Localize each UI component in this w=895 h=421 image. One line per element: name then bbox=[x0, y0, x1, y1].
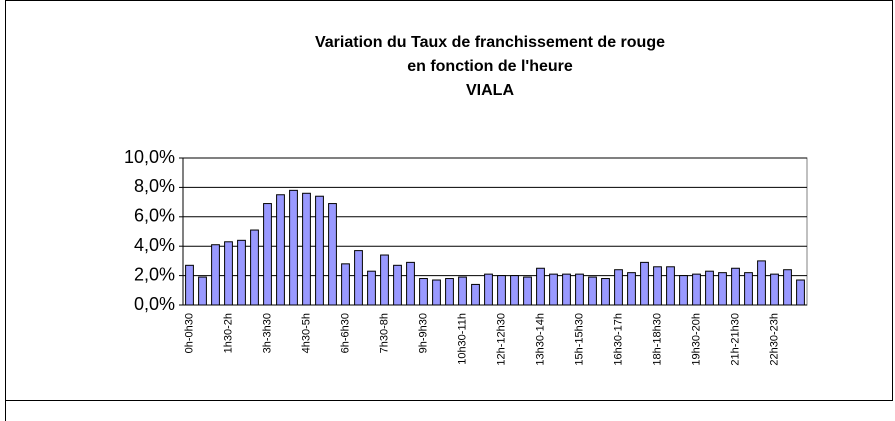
bar bbox=[380, 254, 389, 306]
bar bbox=[562, 273, 571, 306]
x-tick-label: 21h-21h30 bbox=[729, 313, 741, 366]
bar bbox=[185, 264, 194, 306]
bar bbox=[471, 283, 480, 306]
bar bbox=[302, 192, 311, 306]
bar bbox=[575, 273, 584, 306]
x-tick-label: 15h-15h30 bbox=[573, 313, 585, 366]
x-tick-label: 19h30-20h bbox=[690, 313, 702, 366]
bar bbox=[341, 263, 350, 306]
bar bbox=[796, 279, 805, 306]
x-tick-label: 13h30-14h bbox=[534, 313, 546, 366]
bar bbox=[367, 270, 376, 306]
bar bbox=[601, 278, 610, 306]
x-tick-label: 9h-9h30 bbox=[417, 313, 429, 353]
bar bbox=[354, 250, 363, 306]
plot-area bbox=[182, 157, 808, 306]
bar bbox=[653, 266, 662, 306]
bar bbox=[250, 229, 259, 306]
x-tick-label: 22h30-23h bbox=[768, 313, 780, 366]
bar bbox=[679, 275, 688, 306]
x-tick-label: 6h-6h30 bbox=[339, 313, 351, 353]
bar bbox=[393, 264, 402, 306]
bar bbox=[445, 278, 454, 306]
bar bbox=[198, 276, 207, 306]
bar bbox=[237, 239, 246, 306]
bar bbox=[640, 261, 649, 306]
x-tick-label: 10h30-11h bbox=[456, 313, 468, 365]
y-tick-label: 8,0% bbox=[134, 176, 175, 196]
x-tick-label: 1h30-2h bbox=[222, 313, 234, 353]
bar bbox=[705, 270, 714, 306]
bar bbox=[666, 266, 675, 306]
bar bbox=[263, 203, 272, 306]
x-tick-label: 12h-12h30 bbox=[495, 313, 507, 366]
bar bbox=[757, 260, 766, 306]
x-tick-label: 0h-0h30 bbox=[183, 313, 195, 353]
bar bbox=[744, 272, 753, 306]
y-tick-label: 6,0% bbox=[134, 206, 175, 226]
x-tick-label: 7h30-8h bbox=[378, 313, 390, 353]
bar bbox=[289, 189, 298, 306]
bar bbox=[276, 194, 285, 306]
bar bbox=[458, 276, 467, 306]
bar bbox=[627, 272, 636, 306]
bar bbox=[523, 276, 532, 306]
chart-title: en fonction de l'heure bbox=[407, 58, 573, 75]
bar bbox=[549, 273, 558, 306]
x-tick-label: 4h30-5h bbox=[300, 313, 312, 353]
bar bbox=[731, 267, 740, 306]
bar bbox=[419, 278, 428, 306]
y-tick-label: 10,0% bbox=[124, 147, 175, 167]
bar bbox=[224, 241, 233, 306]
bar bbox=[484, 273, 493, 306]
y-tick-label: 4,0% bbox=[134, 235, 175, 255]
bar bbox=[406, 261, 415, 306]
bar bbox=[315, 195, 324, 306]
bar bbox=[614, 269, 623, 306]
bar bbox=[497, 275, 506, 306]
bar bbox=[510, 275, 519, 306]
bar bbox=[770, 273, 779, 306]
x-tick-label: 16h30-17h bbox=[612, 313, 624, 366]
chart-title: Variation du Taux de franchissement de r… bbox=[315, 34, 665, 51]
bar bbox=[783, 269, 792, 306]
y-tick-label: 2,0% bbox=[134, 264, 175, 284]
bar bbox=[432, 279, 441, 306]
bar bbox=[588, 276, 597, 306]
bar bbox=[211, 244, 220, 306]
y-tick-label: 0,0% bbox=[134, 294, 175, 314]
bar bbox=[692, 273, 701, 306]
x-tick-label: 3h-3h30 bbox=[261, 313, 273, 353]
bar bbox=[328, 203, 337, 306]
bar bbox=[718, 272, 727, 306]
chart-title: VIALA bbox=[466, 82, 514, 99]
bar bbox=[536, 267, 545, 306]
x-tick-label: 18h-18h30 bbox=[651, 313, 663, 366]
